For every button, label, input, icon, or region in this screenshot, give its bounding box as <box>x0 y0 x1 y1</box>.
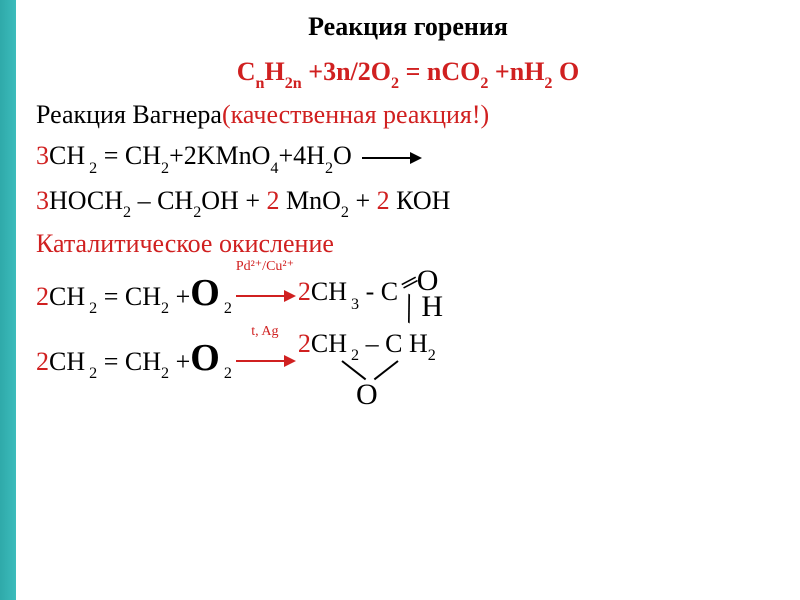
reaction-arrow-icon <box>236 295 294 297</box>
slide-content: Реакция горения СnН2n +3n/2О2 = nCО2 +nН… <box>0 0 800 403</box>
catalytic-reaction-1: 2СН 2 = СН2 +О 2 Pd²⁺/Cu²⁺ 2СН 3 - С ═О … <box>36 265 780 322</box>
aldehyde-group: ═О ╲Н <box>398 268 443 319</box>
catalytic-oxidation-label: Каталитическое окисление <box>36 229 780 259</box>
catalyst-label-t-ag: t, Ag <box>232 321 298 342</box>
slide-title: Реакция горения <box>36 12 780 42</box>
wagner-equation-line1: 3СН 2 = СН2+2KMnO4+4Н2О <box>36 136 780 178</box>
combustion-equation: СnН2n +3n/2О2 = nCО2 +nН2 О <box>36 52 780 94</box>
wagner-reaction-label: Реакция Вагнера(качественная реакция!) <box>36 100 780 130</box>
reaction-arrow-icon <box>236 360 294 362</box>
side-accent-bar <box>0 0 16 600</box>
wagner-equation-line2: 3НОСН2 – СН2ОН + 2 MnO2 + 2 КОН <box>36 181 780 223</box>
catalytic-reaction-2: 2СН 2 = СН2 +О 2 t, Ag 2СН 2 – С Н2 О <box>36 330 780 387</box>
catalyst-label-pd-cu: Pd²⁺/Cu²⁺ <box>232 256 298 277</box>
epoxide-product: 2СН 2 – С Н2 О <box>298 331 436 386</box>
reaction-arrow-icon <box>362 157 420 159</box>
